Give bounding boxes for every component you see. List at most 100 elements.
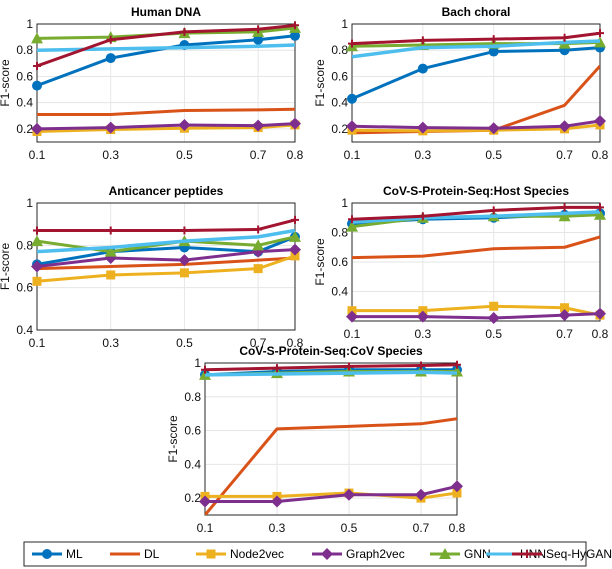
data-point-ml [290,30,300,41]
x-tick-label: 0.7 [250,336,267,350]
data-point-seq-hygan [291,21,299,30]
series-graph2vec [346,307,606,325]
data-point-seq-hygan [560,33,569,42]
y-tick-label: 0.8 [16,238,33,252]
data-point-seq-hygan [180,226,189,235]
y-tick-label: 0.6 [331,69,348,83]
legend-item-graph2vec: Graph2vec [312,547,405,561]
series-line-hnn [37,43,295,52]
data-point-ml [105,53,116,64]
data-point-graph2vec [346,120,358,133]
series-hnn [352,39,600,59]
legend-marker-gnn [439,548,451,559]
series-hnn [37,43,295,52]
y-axis-label: F1-score [0,59,12,107]
data-point-graph2vec [31,260,43,273]
series-hnn [205,370,457,377]
y-tick-label: 0.2 [16,122,33,136]
data-point-graph2vec [594,115,606,128]
y-tick-label: 0.6 [16,281,33,295]
plot-anticancer-peptides: Anticancer peptides F1-score 0.4 0.6 0.8 1 0.1… [0,184,304,350]
data-point-graph2vec [594,307,606,320]
data-point-graph2vec [343,488,355,501]
y-tick-label: 0.4 [184,457,201,471]
y-tick-label: 0.8 [331,43,348,57]
series-seq-hygan [33,215,299,235]
data-point-seq-hygan [33,226,41,235]
series-node2vec [32,251,300,286]
series-dl [205,417,457,515]
x-tick-label: 0.1 [344,327,361,341]
data-point-gnn [346,220,358,232]
series-graph2vec [346,115,606,135]
data-point-seq-hygan [345,362,353,371]
data-point-node2vec [179,268,189,278]
x-tick-label: 0.1 [197,521,214,535]
plot-title: CoV-S-Protein-Seq:Host Species [383,184,569,198]
legend-label-gnn: GNN [464,547,491,561]
data-point-graph2vec [416,121,429,134]
legend-label-graph2vec: Graph2vec [346,547,405,561]
x-tick-label: 0.3 [102,148,119,162]
data-point-node2vec [452,488,462,498]
data-point-graph2vec [199,495,211,508]
legend-item-gnn: GNN [430,547,491,561]
x-tick-label: 0.7 [556,327,573,341]
data-point-ml [417,63,428,74]
x-tick-label: 0.1 [29,336,46,350]
y-tick-label: 1 [26,196,33,210]
data-point-graph2vec [104,121,117,134]
plot-title: Human DNA [131,5,201,19]
data-point-seq-hygan [560,203,569,212]
series-graph2vec [31,117,301,135]
y-axis-label: F1-score [313,59,327,107]
data-point-node2vec [560,303,570,313]
data-point-seq-hygan [273,364,281,373]
x-tick-label: 0.3 [269,521,286,535]
series-graph2vec [31,243,301,273]
legend-label-dl: DL [144,547,160,561]
legend: ML DL Node2vec Graph2vec GNN HNN Seq-HyGAN [23,541,612,567]
data-point-node2vec [290,251,300,261]
x-tick-label: 0.3 [415,148,432,162]
data-point-graph2vec [451,480,463,493]
legend-marker-graph2vec [321,548,333,560]
y-axis-label: F1-score [0,243,12,291]
data-point-graph2vec [252,119,265,132]
series-hnn [37,228,295,254]
series-line-hnn [205,370,457,377]
data-point-graph2vec [178,254,191,267]
data-point-seq-hygan [201,365,209,374]
series-ml [32,30,300,91]
x-tick-label: 0.1 [344,148,361,162]
plot-bach-choral: Bach choral F1-score 0.2 0.4 0.6 0.8 1 0.1 0.3 0.… [313,5,609,162]
series-line-hnn [37,228,295,254]
x-tick-label: 0.7 [556,148,573,162]
y-tick-label: 0.6 [16,69,33,83]
x-tick-label: 0.8 [449,521,466,535]
series-line-dl [37,107,295,116]
data-point-gnn [558,210,571,222]
data-point-node2vec [106,270,116,280]
data-point-gnn [252,239,265,251]
x-tick-label: 0.1 [29,148,46,162]
y-tick-label: 0.8 [331,226,348,240]
data-point-seq-hygan [33,61,41,70]
y-tick-label: 1 [26,17,33,31]
data-point-seq-hygan [254,25,263,34]
data-point-graph2vec [289,243,301,256]
data-point-graph2vec [289,117,301,130]
x-tick-label: 0.5 [176,148,193,162]
x-tick-label: 0.8 [287,148,304,162]
data-point-ml [347,93,357,104]
data-point-seq-hygan [418,212,427,221]
legend-item-node2vec: Node2vec [196,547,284,561]
data-point-seq-hygan [596,203,604,212]
y-axis-label: F1-score [313,238,327,286]
legend-item-dl: DL [110,547,160,561]
data-point-ml [253,34,264,45]
legend-label-node2vec: Node2vec [230,547,284,561]
data-point-node2vec [253,264,263,274]
data-point-graph2vec [416,310,429,323]
